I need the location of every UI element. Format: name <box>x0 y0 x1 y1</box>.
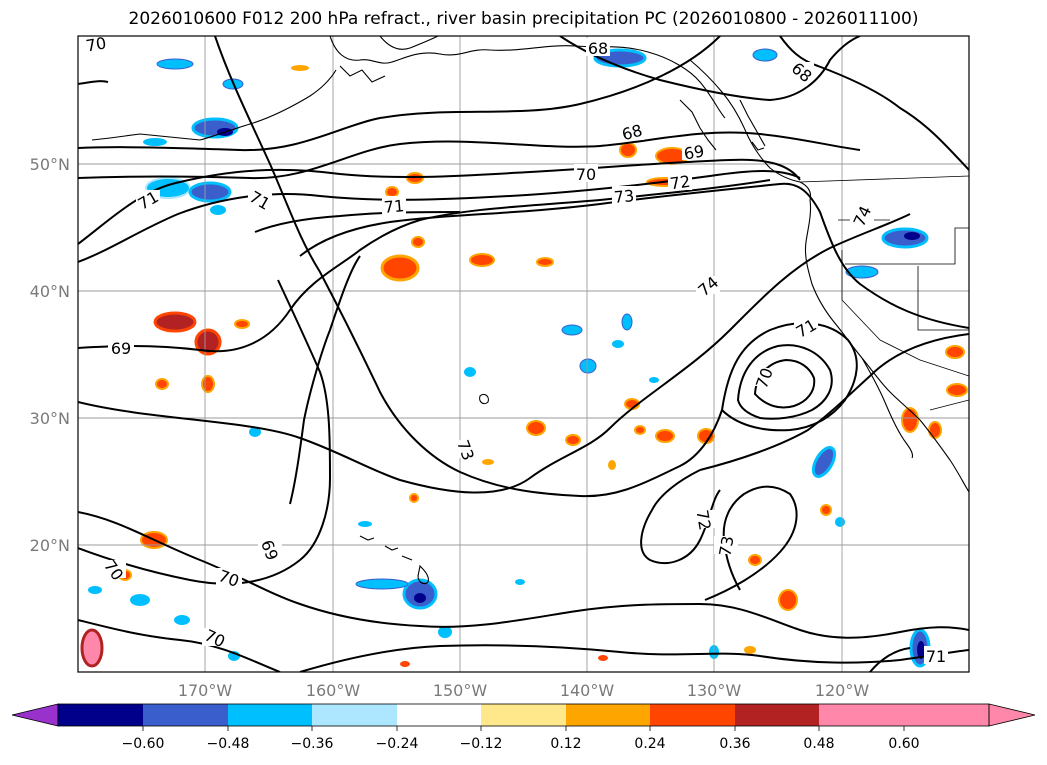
contour-label: 68 <box>588 39 608 58</box>
colorbar-tick-label: −0.48 <box>207 736 250 752</box>
colorbar-tick-label: 0.36 <box>719 736 750 752</box>
colorbar-ticks: −0.60 −0.48 −0.36 −0.24 −0.12 0.12 0.24 0.36 0.4… <box>122 726 920 752</box>
contour-label: 72 <box>692 508 714 531</box>
colorbar-segment <box>397 704 481 726</box>
colorbar-tick-label: −0.12 <box>460 736 503 752</box>
lat-label: 50°N <box>30 155 70 174</box>
colorbar-tick-label: −0.60 <box>122 736 165 752</box>
colorbar-segment <box>143 704 228 726</box>
political-borders <box>799 175 969 411</box>
contour-label: 71 <box>926 647 946 666</box>
chart-title: 2026010600 F012 200 hPa refract., river … <box>128 9 919 29</box>
lon-label: 170°W <box>178 681 233 700</box>
colorbar-segment <box>735 704 819 726</box>
contour-label: 73 <box>715 534 737 557</box>
contour-label: 73 <box>613 186 635 207</box>
colorbar-tick-label: −0.36 <box>291 736 334 752</box>
colorbar-tick-label: 0.60 <box>888 736 919 752</box>
colorbar-segment <box>481 704 566 726</box>
lat-label: 20°N <box>30 536 70 555</box>
colorbar-tick-label: 0.24 <box>634 736 665 752</box>
lon-label: 120°W <box>815 681 870 700</box>
longitude-labels: 170°W 160°W 150°W 140°W 130°W 120°W <box>178 681 870 700</box>
lon-label: 130°W <box>687 681 742 700</box>
contour-label: 70 <box>576 165 596 184</box>
contour-label: 72 <box>669 172 692 194</box>
latitude-labels: 50°N 40°N 30°N 20°N <box>30 155 70 555</box>
colorbar-segment <box>312 704 397 726</box>
lon-label: 150°W <box>433 681 488 700</box>
map-background <box>78 36 969 672</box>
contour-label: 68 <box>620 121 645 145</box>
contour-labels: 70 68 68 68 69 70 71 71 72 73 71 74 74 <box>84 33 948 666</box>
colorbar-tick-label: −0.24 <box>376 736 419 752</box>
lat-label: 30°N <box>30 409 70 428</box>
colorbar-segment <box>58 704 143 726</box>
gridlines <box>78 36 969 672</box>
contour-label: 70 <box>84 33 107 55</box>
colorbar-frame <box>57 703 990 727</box>
colorbar-segment <box>904 704 989 726</box>
colorbar-under-extension <box>11 703 59 727</box>
colorbar-segment <box>819 704 904 726</box>
colorbar-segments <box>58 704 989 726</box>
colorbar-segment <box>566 704 650 726</box>
contour-label: 69 <box>682 141 705 163</box>
precip-anomaly-fills <box>80 48 968 668</box>
colorbar-segment <box>650 704 735 726</box>
lon-label: 140°W <box>560 681 615 700</box>
colorbar-tick-label: 0.12 <box>550 736 581 752</box>
colorbar: −0.60 −0.48 −0.36 −0.24 −0.12 0.12 0.24 0.36 0.4… <box>11 703 1036 752</box>
colorbar-segment <box>228 704 312 726</box>
contour-label: 69 <box>111 339 131 358</box>
map-frame <box>77 35 970 673</box>
lat-label: 40°N <box>30 282 70 301</box>
contour-label: 71 <box>383 196 405 217</box>
lon-label: 160°W <box>306 681 361 700</box>
colorbar-over-extension <box>988 703 1036 727</box>
colorbar-tick-label: 0.48 <box>803 736 834 752</box>
coastlines <box>91 36 969 585</box>
